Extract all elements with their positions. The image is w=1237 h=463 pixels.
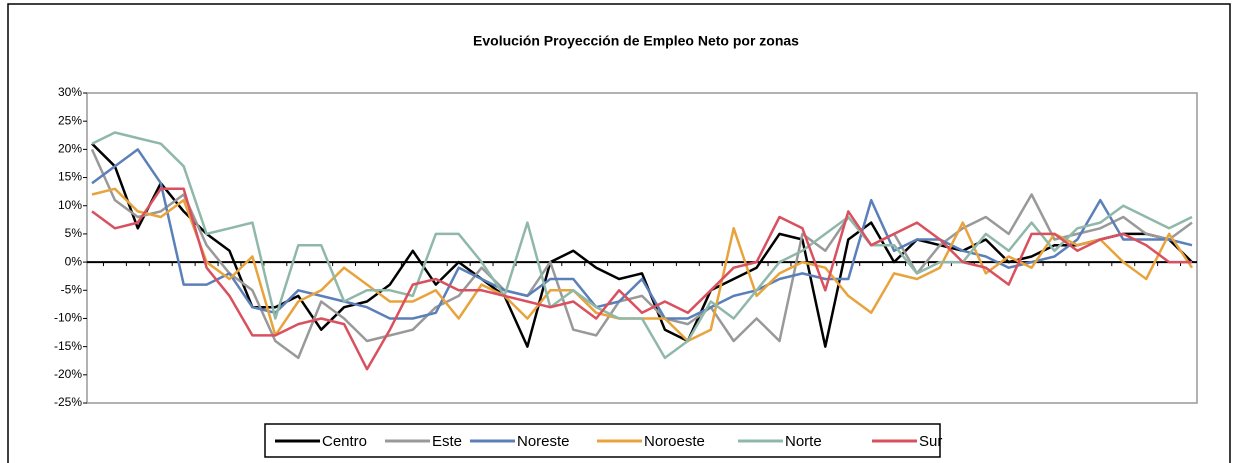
series-line	[91, 148, 1193, 320]
y-tick-label: 30%	[58, 85, 82, 99]
y-tick-label: -15%	[54, 339, 82, 353]
legend-label: Centro	[322, 433, 367, 450]
y-tick-label: 5%	[65, 226, 83, 240]
chart-frame	[7, 3, 1231, 463]
series-line	[90, 148, 1193, 360]
legend-label: Noreste	[517, 433, 570, 450]
y-tick-label: -25%	[54, 395, 82, 409]
series-line	[91, 131, 1193, 360]
y-tick-label: 20%	[58, 142, 82, 156]
y-tick-label: -20%	[54, 367, 82, 381]
legend-label: Sur	[919, 433, 942, 450]
y-tick-label: -10%	[54, 311, 82, 325]
y-tick-label: 25%	[58, 113, 82, 127]
legend-label: Norte	[785, 433, 822, 450]
series-line	[91, 187, 1192, 371]
legend-label: Noroeste	[644, 433, 705, 450]
y-tick-label: 10%	[58, 198, 82, 212]
series-line	[91, 142, 1193, 348]
y-tick-label: 0%	[65, 254, 83, 268]
y-tick-label: -5%	[61, 282, 83, 296]
plot-area	[86, 92, 1198, 404]
legend-label: Este	[432, 433, 462, 450]
chart-title: Evolución Proyección de Empleo Neto por …	[473, 33, 799, 49]
y-tick-label: 15%	[58, 170, 82, 184]
